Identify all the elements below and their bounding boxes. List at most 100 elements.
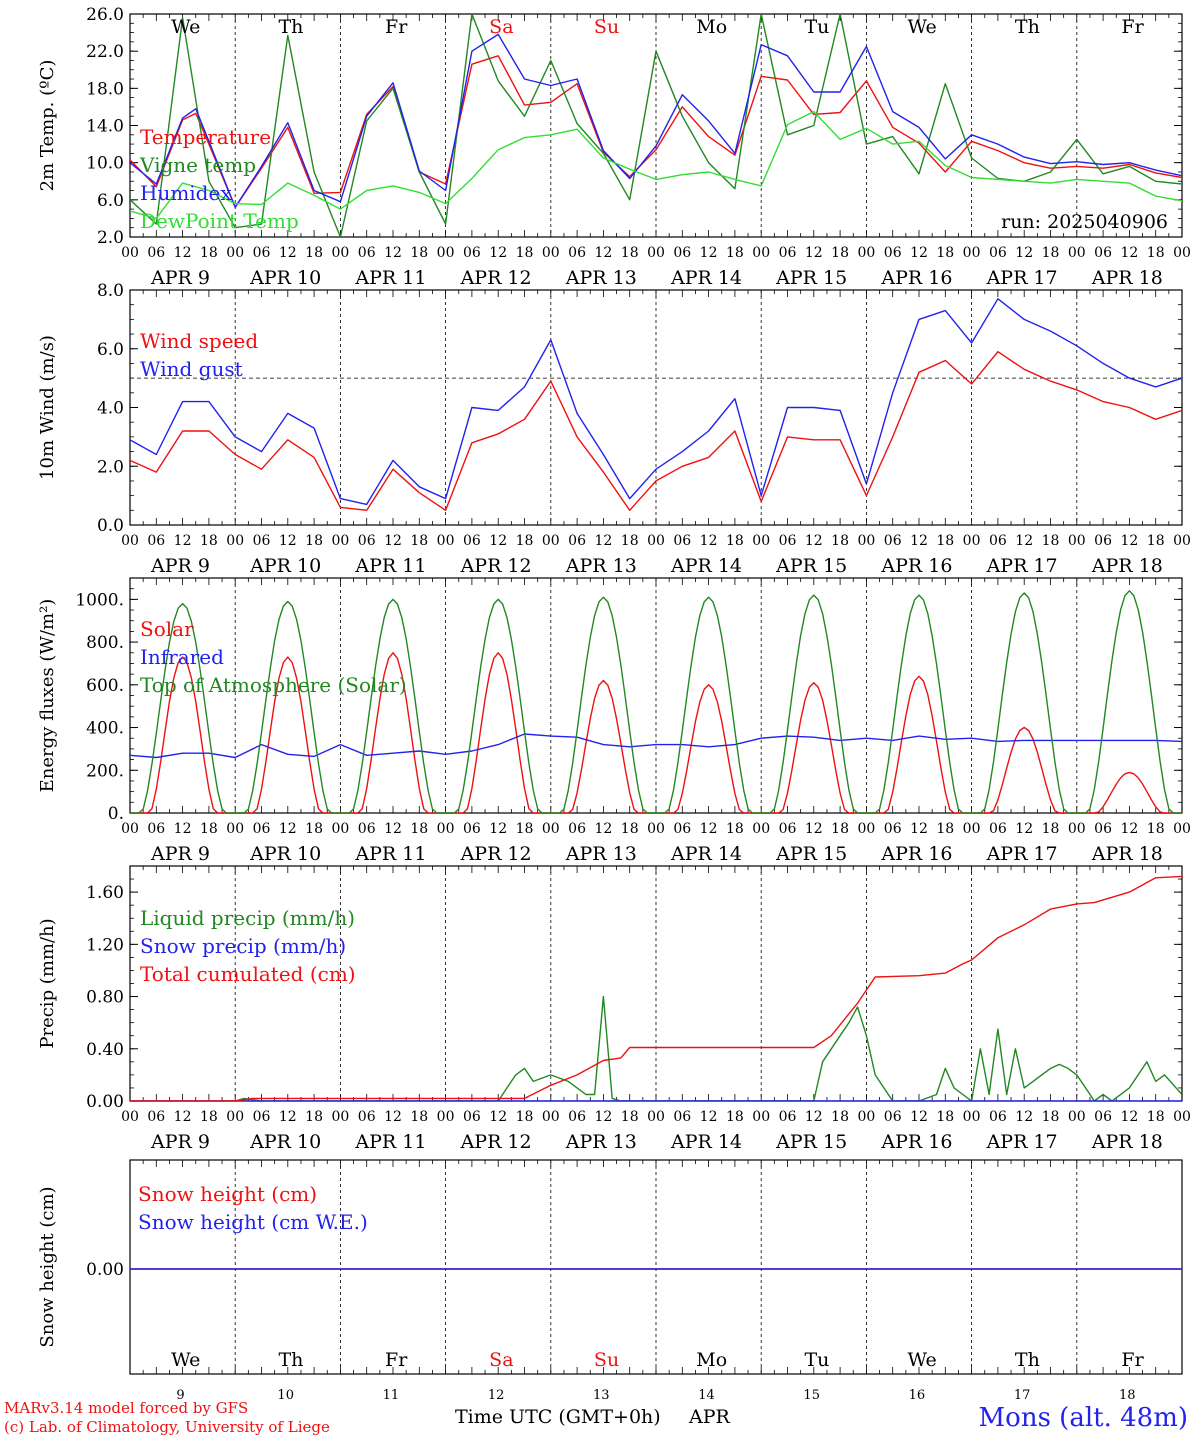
y-tick-label: 0.00	[86, 1260, 124, 1280]
x-hour-label: 18	[936, 533, 954, 549]
x-hour-label: 18	[516, 1109, 534, 1125]
x-hour-label: 12	[489, 1109, 507, 1125]
x-hour-label: 12	[279, 821, 297, 837]
x-date-label: APR 12	[460, 1131, 532, 1153]
x-hour-label: 06	[884, 821, 902, 837]
x-axis-month: APR	[688, 1406, 731, 1428]
x-date-label: APR 10	[249, 555, 321, 577]
y-tick-label: 1.20	[86, 935, 124, 955]
x-hour-label: 06	[358, 245, 376, 261]
x-hour-label: 00	[226, 821, 244, 837]
x-hour-label: 06	[147, 245, 165, 261]
x-date-label: APR 17	[986, 267, 1058, 289]
x-hour-label: 06	[989, 1109, 1007, 1125]
x-date-label: APR 14	[670, 555, 742, 577]
x-hour-label: 12	[174, 533, 192, 549]
x-hour-label: 00	[1173, 821, 1191, 837]
x-date-label: APR 9	[150, 843, 210, 865]
x-date-label: APR 15	[775, 1131, 847, 1153]
x-hour-label: 18	[621, 1109, 639, 1125]
x-date-label: APR 13	[565, 1131, 637, 1153]
x-hour-label: 18	[1147, 245, 1165, 261]
series-vigne-temp	[130, 14, 1182, 237]
legend-series-liquid-precip-mm-h: Liquid precip (mm/h)	[140, 906, 355, 930]
y-tick-label: 10.0	[86, 154, 124, 174]
day-number-label: 16	[909, 1388, 926, 1403]
x-date-label: APR 15	[775, 267, 847, 289]
x-hour-label: 12	[174, 821, 192, 837]
day-name-label: We	[908, 16, 937, 38]
x-date-label: APR 15	[775, 555, 847, 577]
day-name-label: Su	[594, 16, 619, 38]
day-name-label: We	[908, 1349, 937, 1371]
panel-5: 0.00 Snow height (cm) Snow height (cm) Snow…	[37, 1159, 1183, 1403]
day-name-label: Sa	[489, 16, 513, 38]
x-hour-label: 06	[568, 1109, 586, 1125]
x-hour-label: 06	[358, 533, 376, 549]
x-hour-label: 06	[463, 1109, 481, 1125]
x-hour-label: 00	[857, 245, 875, 261]
x-hour-label: 18	[726, 245, 744, 261]
x-hour-label: 18	[305, 1109, 323, 1125]
day-name-label: Mo	[696, 1349, 727, 1371]
y-axis-label: Energy fluxes (W/m²)	[37, 599, 58, 793]
x-date-label: APR 16	[880, 267, 952, 289]
y-tick-label: 1.60	[86, 883, 124, 903]
x-date-label: APR 10	[249, 267, 321, 289]
y-tick-label: 600.	[86, 676, 124, 696]
run-label: run: 2025040906	[1001, 211, 1168, 233]
x-hour-label: 00	[226, 533, 244, 549]
x-hour-label: 00	[1173, 245, 1191, 261]
y-tick-label: 0.00	[86, 1092, 124, 1112]
day-number-label: 11	[383, 1388, 400, 1403]
x-hour-label: 06	[1094, 1109, 1112, 1125]
day-name-label: We	[171, 16, 200, 38]
x-hour-label: 18	[831, 533, 849, 549]
x-hour-label: 18	[410, 533, 428, 549]
day-name-label: Th	[1015, 1349, 1040, 1371]
day-number-label: 18	[1119, 1388, 1136, 1403]
panel-3: 0. 200. 400. 600. 800. 1000. Energy fluxes (W/…	[37, 577, 1191, 865]
x-hour-label: 18	[1042, 821, 1060, 837]
x-hour-label: 00	[647, 245, 665, 261]
x-hour-label: 12	[805, 1109, 823, 1125]
day-name-label: Tu	[804, 16, 829, 38]
day-name-label: Sa	[489, 1349, 513, 1371]
day-number-label: 17	[1014, 1388, 1031, 1403]
x-hour-label: 06	[989, 821, 1007, 837]
x-hour-label: 12	[1015, 1109, 1033, 1125]
x-hour-label: 18	[200, 1109, 218, 1125]
x-date-label: APR 16	[880, 555, 952, 577]
x-hour-label: 00	[542, 821, 560, 837]
x-hour-label: 12	[700, 245, 718, 261]
x-hour-label: 00	[752, 821, 770, 837]
x-hour-label: 12	[1015, 245, 1033, 261]
x-hour-label: 18	[200, 533, 218, 549]
y-axis-label: 2m Temp. (ºC)	[37, 60, 58, 192]
x-date-label: APR 11	[354, 1131, 426, 1153]
plot-frame	[129, 13, 1183, 238]
y-tick-label: 22.0	[86, 42, 124, 62]
x-hour-label: 18	[516, 245, 534, 261]
y-tick-label: 800.	[86, 633, 124, 653]
x-hour-label: 12	[1120, 821, 1138, 837]
x-hour-label: 06	[147, 821, 165, 837]
x-hour-label: 00	[331, 1109, 349, 1125]
day-name-label: Fr	[1121, 1349, 1144, 1371]
series-wind-speed	[130, 351, 1182, 511]
x-date-label: APR 16	[880, 1131, 952, 1153]
x-hour-label: 18	[410, 245, 428, 261]
x-hour-label: 00	[331, 245, 349, 261]
legend-series-solar: Solar	[140, 617, 194, 641]
x-hour-label: 06	[779, 821, 797, 837]
x-hour-label: 18	[200, 821, 218, 837]
x-date-label: APR 9	[150, 1131, 210, 1153]
x-hour-label: 00	[437, 245, 455, 261]
x-hour-label: 06	[989, 245, 1007, 261]
x-date-label: APR 17	[986, 1131, 1058, 1153]
x-hour-label: 00	[1173, 533, 1191, 549]
x-date-label: APR 13	[565, 555, 637, 577]
x-date-label: APR 18	[1091, 843, 1163, 865]
x-hour-label: 00	[542, 1109, 560, 1125]
x-hour-label: 12	[174, 1109, 192, 1125]
